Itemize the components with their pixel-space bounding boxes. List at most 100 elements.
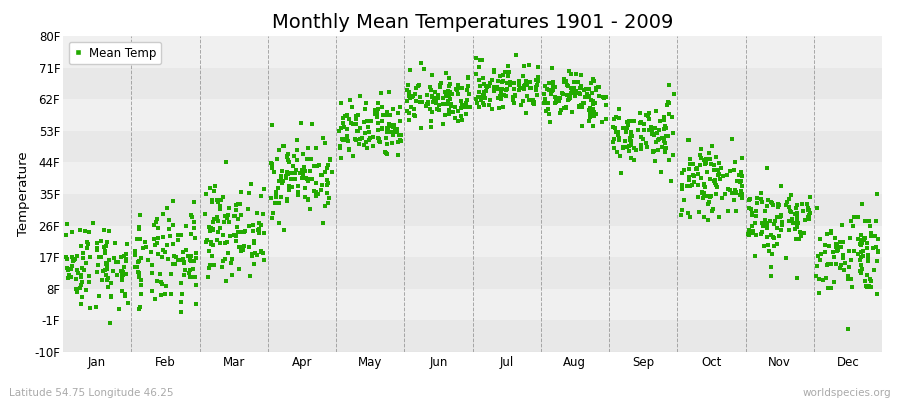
Point bbox=[115, 288, 130, 294]
Point bbox=[843, 276, 858, 283]
Point bbox=[75, 264, 89, 271]
Point bbox=[642, 116, 656, 122]
Point bbox=[300, 156, 314, 162]
Point bbox=[183, 274, 197, 280]
Point bbox=[860, 272, 874, 278]
Point bbox=[710, 184, 724, 190]
Point bbox=[716, 195, 730, 202]
Point bbox=[797, 217, 812, 224]
Point bbox=[626, 117, 640, 124]
Title: Monthly Mean Temperatures 1901 - 2009: Monthly Mean Temperatures 1901 - 2009 bbox=[272, 13, 673, 32]
Point bbox=[514, 102, 528, 109]
Point bbox=[132, 304, 147, 310]
Point bbox=[379, 135, 393, 142]
Point bbox=[227, 232, 241, 238]
Point bbox=[582, 106, 597, 113]
Point bbox=[338, 136, 353, 143]
Point bbox=[580, 91, 594, 97]
Point bbox=[469, 96, 483, 102]
Point bbox=[289, 167, 303, 174]
Point bbox=[837, 266, 851, 273]
Point bbox=[438, 92, 453, 99]
Point bbox=[183, 267, 197, 274]
Point bbox=[104, 280, 119, 286]
Point bbox=[854, 249, 868, 256]
Point bbox=[703, 156, 717, 162]
Point bbox=[114, 254, 129, 260]
Point bbox=[626, 118, 641, 124]
Point bbox=[322, 195, 337, 202]
Point bbox=[91, 262, 105, 268]
Point bbox=[436, 121, 450, 127]
Point bbox=[204, 197, 219, 203]
Point bbox=[118, 293, 132, 299]
Point bbox=[228, 232, 242, 238]
Point bbox=[572, 90, 587, 96]
Point bbox=[572, 104, 586, 110]
Point bbox=[826, 249, 841, 255]
Point bbox=[281, 151, 295, 158]
Point bbox=[425, 72, 439, 78]
Point bbox=[378, 149, 392, 155]
Point bbox=[187, 274, 202, 280]
Point bbox=[320, 200, 335, 206]
Point bbox=[487, 67, 501, 74]
Point bbox=[746, 228, 760, 234]
Point bbox=[104, 294, 118, 300]
Point bbox=[404, 94, 419, 100]
Point bbox=[400, 82, 415, 88]
Point bbox=[661, 133, 675, 140]
Point bbox=[394, 132, 409, 138]
Point bbox=[342, 146, 356, 152]
Point bbox=[423, 84, 437, 90]
Point bbox=[307, 163, 321, 170]
Point bbox=[491, 86, 505, 92]
Point bbox=[442, 110, 456, 117]
Point bbox=[557, 78, 572, 85]
Point bbox=[598, 94, 613, 101]
Point bbox=[382, 89, 396, 95]
Point bbox=[421, 100, 436, 107]
Point bbox=[576, 100, 590, 106]
Point bbox=[357, 119, 372, 125]
Point bbox=[274, 173, 289, 180]
Point bbox=[854, 270, 868, 276]
Point bbox=[813, 257, 827, 263]
Point bbox=[831, 246, 845, 253]
Point bbox=[636, 121, 651, 127]
Point bbox=[610, 129, 625, 136]
Point bbox=[171, 232, 185, 238]
Point bbox=[871, 248, 886, 254]
Point bbox=[174, 232, 188, 238]
Point bbox=[203, 225, 218, 231]
Point bbox=[454, 98, 469, 104]
Point bbox=[482, 83, 496, 90]
Point bbox=[495, 86, 509, 92]
Point bbox=[748, 253, 762, 260]
Point bbox=[332, 128, 347, 135]
Point bbox=[302, 176, 316, 183]
Point bbox=[841, 276, 855, 283]
Point bbox=[795, 201, 809, 207]
Point bbox=[476, 100, 491, 106]
Point bbox=[348, 121, 363, 128]
Point bbox=[704, 161, 718, 167]
Point bbox=[762, 248, 777, 254]
Point bbox=[554, 107, 568, 114]
Point bbox=[199, 190, 213, 197]
Point bbox=[540, 100, 554, 106]
Point bbox=[652, 136, 666, 143]
Point bbox=[349, 128, 364, 134]
Point bbox=[276, 143, 291, 149]
Point bbox=[131, 306, 146, 312]
Point bbox=[493, 73, 508, 79]
Point bbox=[62, 272, 77, 278]
Point bbox=[214, 196, 229, 203]
Point bbox=[729, 188, 743, 195]
Point bbox=[150, 234, 165, 241]
Point bbox=[709, 154, 724, 160]
Point bbox=[336, 114, 350, 121]
Point bbox=[579, 86, 593, 93]
Point bbox=[767, 243, 781, 250]
Point bbox=[251, 226, 266, 232]
